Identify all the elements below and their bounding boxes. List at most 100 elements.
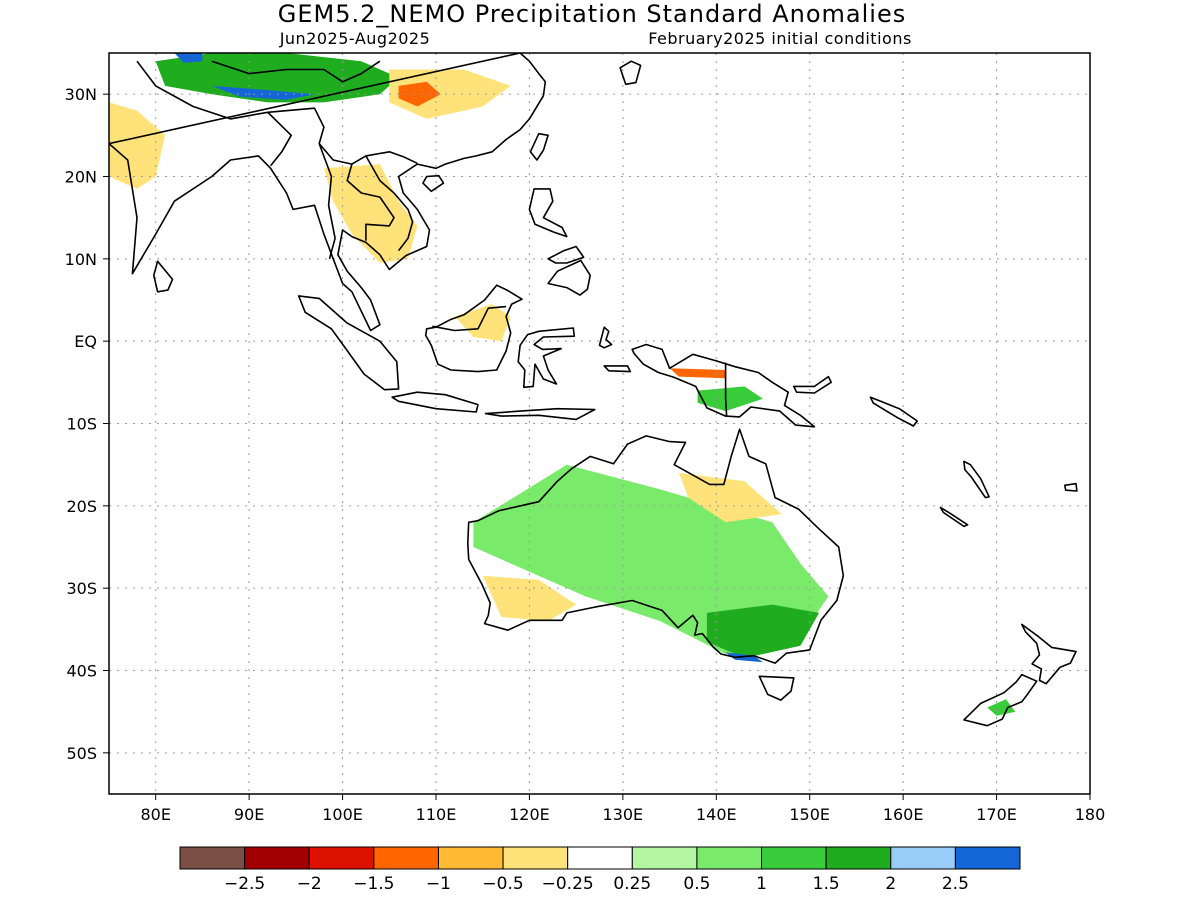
coastline-tasmania <box>758 675 795 701</box>
lat-tick-label: 40S <box>66 662 97 681</box>
lon-tick-label: 180 <box>1075 805 1106 824</box>
anomaly-region-tibet-wet <box>155 53 399 103</box>
coastline-borneo <box>424 284 523 373</box>
anomaly-region-png-red <box>669 368 726 379</box>
anomaly-region-south-china-dry <box>389 69 511 119</box>
coastline-new-caledonia <box>939 506 969 528</box>
lat-tick-label: EQ <box>74 332 97 351</box>
colorbar-label: −2.5 <box>224 874 265 894</box>
border-china-interior <box>211 60 381 83</box>
anomaly-region-borneo-dry <box>454 304 511 342</box>
anomaly-region-south-china-red <box>398 81 441 107</box>
anomaly-region-victoria-blue <box>725 652 763 663</box>
coastline-mindanao <box>547 259 592 296</box>
lon-tick-label: 120E <box>509 805 550 824</box>
anomaly-region-indochina-dry <box>323 164 418 263</box>
longitude-axis: 80E 90E 100E 110E 120E 130E 140E 150E 160E 170E 18… <box>140 794 1105 824</box>
chart-title: GEM5.2_NEMO Precipitation Standard Anoma… <box>278 0 906 28</box>
colorbar-label: 0.25 <box>613 874 651 894</box>
latitude-axis: 30N 20N 10N EQ 10S 20S 30S 40S 50S <box>65 85 109 763</box>
colorbar-swatch <box>954 846 1021 870</box>
anomaly-region-north-tibet-blue <box>174 53 203 63</box>
coastline-new-guinea <box>631 343 816 428</box>
lat-tick-label: 20S <box>66 497 97 516</box>
coastline-lesser-sunda <box>484 407 596 421</box>
border-laos-vietnam <box>365 155 414 252</box>
grid-layer <box>109 53 1090 794</box>
coastline-luzon <box>528 188 568 238</box>
colorbar-swatch <box>890 846 956 870</box>
colorbar-swatch <box>825 846 892 870</box>
colorbar-swatch <box>761 846 827 870</box>
anomaly-region-wa-wet <box>473 464 829 654</box>
border-himalaya-border <box>136 60 418 165</box>
coastline-nz-north <box>1020 623 1077 685</box>
anomaly-region-nz-wet <box>987 699 1016 716</box>
lon-tick-label: 110E <box>416 805 457 824</box>
colorbar-label: 0.5 <box>683 874 710 894</box>
lon-tick-label: 160E <box>883 805 924 824</box>
coastline-asia-mainland <box>109 53 547 332</box>
coastline-seram <box>603 365 632 373</box>
lat-tick-label: 30S <box>66 579 97 598</box>
colorbar-label: −1.5 <box>353 874 394 894</box>
coastline-sri-lanka <box>153 260 174 293</box>
coastline-sumatra <box>297 295 400 391</box>
colorbar-swatch <box>244 846 310 870</box>
border-borneo-border <box>432 305 507 332</box>
colorbar-label: 1 <box>756 874 767 894</box>
colorbar-swatch <box>567 846 633 870</box>
lat-tick-label: 30N <box>65 85 97 104</box>
colorbar-swatch <box>179 846 246 870</box>
border-india-myanmar <box>267 111 293 167</box>
colorbar-swatch <box>631 846 698 870</box>
lat-tick-label: 50S <box>66 744 97 763</box>
lon-tick-label: 170E <box>976 805 1017 824</box>
lon-tick-label: 100E <box>322 805 363 824</box>
coastline-nz-south <box>963 673 1038 727</box>
colorbar-swatch <box>502 846 569 870</box>
colorbar-label: −1 <box>426 874 451 894</box>
colorbar-label: 2.5 <box>942 874 969 894</box>
colorbar-label: −2 <box>297 874 322 894</box>
coastline-hainan <box>422 174 445 193</box>
anomaly-region-india-dry <box>109 102 166 189</box>
coastline-japan-kyushu <box>619 60 642 86</box>
colorbar-label: −0.25 <box>542 874 594 894</box>
coastline-fiji <box>1064 482 1078 492</box>
colorbar: −2.5 −2 −1.5 −1 −0.5 −0.25 0.25 0.5 1 1.5 2 2.5 <box>179 846 1021 894</box>
coastline-solomons <box>869 396 919 427</box>
lon-tick-label: 150E <box>789 805 830 824</box>
anomaly-layer <box>109 53 1016 716</box>
colorbar-swatch <box>696 846 763 870</box>
colorbar-label: 2 <box>885 874 896 894</box>
lon-tick-label: 80E <box>140 805 170 824</box>
lat-tick-label: 20N <box>65 168 97 187</box>
anomaly-region-tibet-blue <box>211 85 315 100</box>
border-png-border <box>724 362 728 417</box>
border-thai-laos <box>346 163 395 241</box>
lat-tick-label: 10N <box>65 250 97 269</box>
coastline-new-britain <box>792 375 833 394</box>
forecast-period: Jun2025-Aug2025 <box>279 29 431 48</box>
colorbar-swatch <box>373 846 439 870</box>
coastline-sulawesi <box>517 327 576 389</box>
coastline-visayas <box>547 245 585 264</box>
coastline-halmahera <box>598 326 613 349</box>
border-thai-myanmar <box>318 143 336 260</box>
anomaly-region-ne-aus-dry <box>678 472 782 523</box>
coastline-taiwan <box>529 132 549 161</box>
colorbar-label: 1.5 <box>813 874 840 894</box>
lon-tick-label: 130E <box>603 805 644 824</box>
initial-conditions: February2025 initial conditions <box>648 29 912 48</box>
lat-tick-label: 10S <box>66 415 97 434</box>
lon-tick-label: 90E <box>234 805 264 824</box>
lon-tick-label: 140E <box>696 805 737 824</box>
anomaly-region-se-aus-wet <box>706 604 820 659</box>
colorbar-swatch <box>308 846 375 870</box>
coastline-australia <box>466 428 845 664</box>
map-area <box>109 53 1090 794</box>
colorbar-swatch <box>437 846 504 870</box>
anomaly-region-png-wet <box>697 386 763 412</box>
